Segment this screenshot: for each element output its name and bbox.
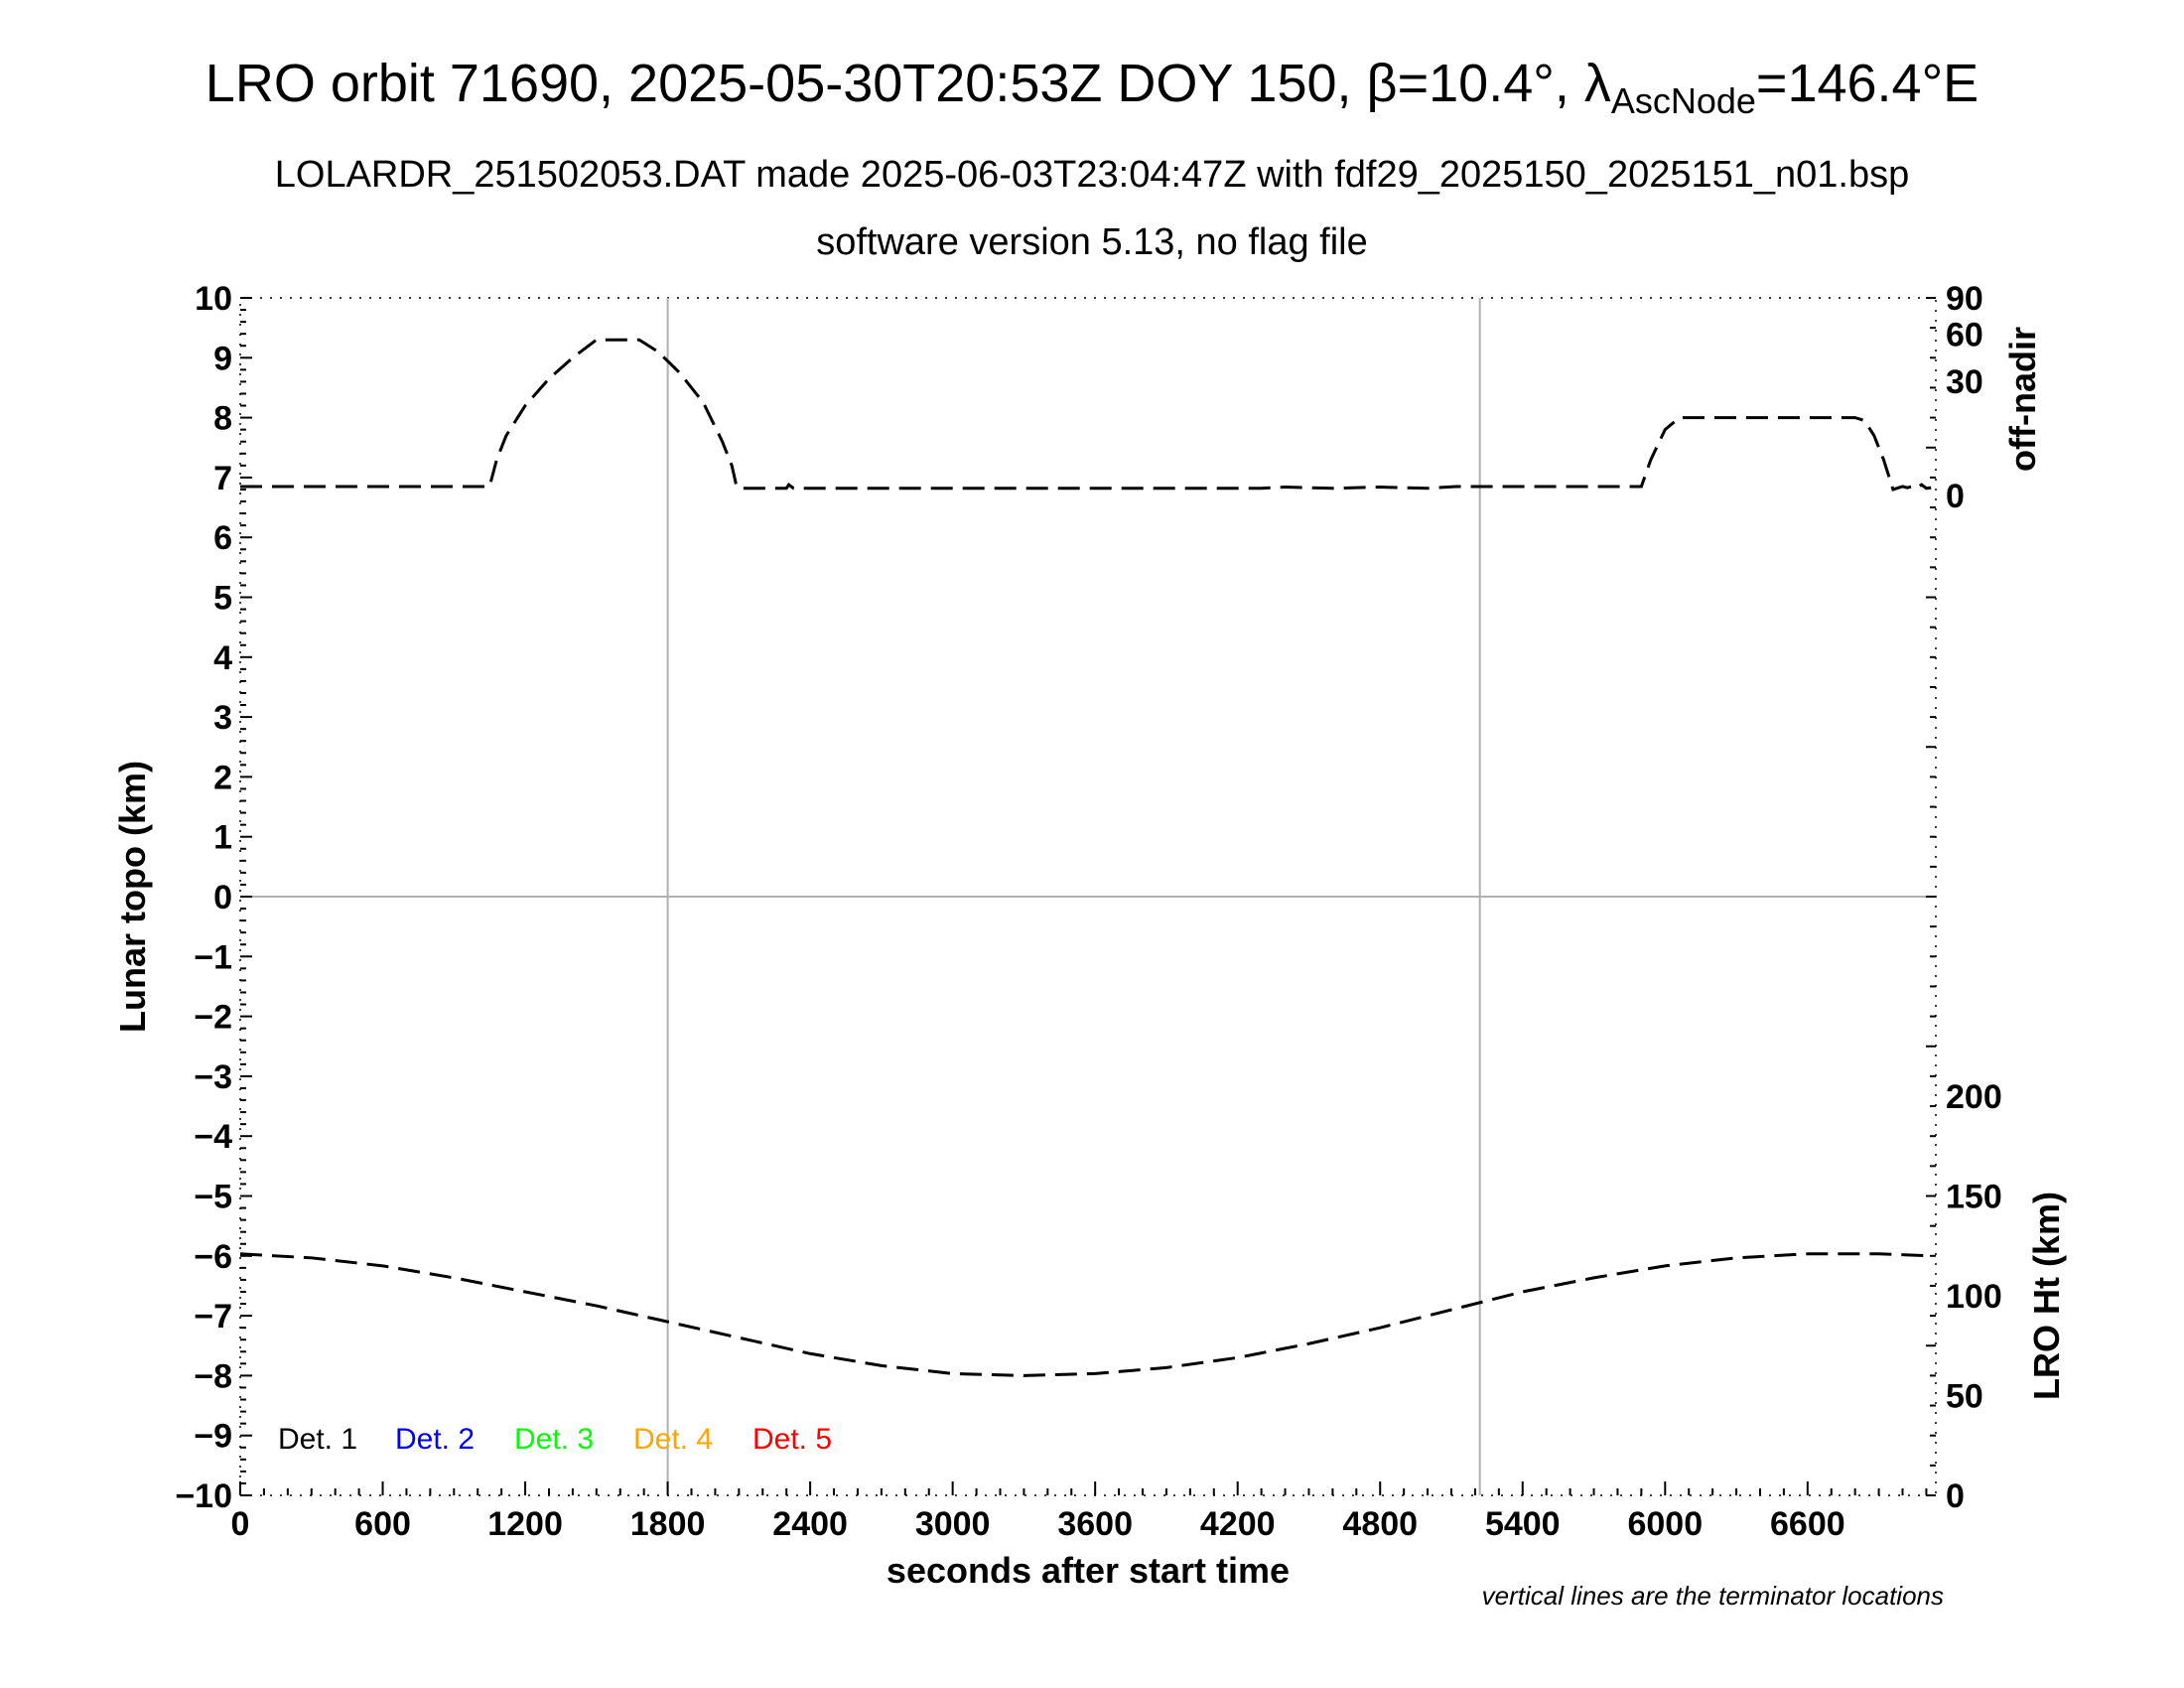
series-group [239,338,1932,1377]
y-tick-label: −6 [194,1238,232,1276]
x-tick-label: 5400 [1485,1505,1561,1543]
x-tick-label: 4800 [1342,1505,1418,1543]
y-axis-label-left: Lunar topo (km) [112,761,153,1033]
y-tick-label: 8 [213,400,232,438]
lro-height-line [239,1252,1932,1377]
x-tick-label: 600 [354,1505,411,1543]
legend-item: Det. 4 [633,1423,713,1456]
x-tick-label: 4200 [1200,1505,1276,1543]
off-nadir-tick-label: 30 [1946,363,1983,401]
y-tick-label: 4 [213,639,232,677]
y-tick-label: −4 [194,1118,232,1156]
grid-lines [240,298,1936,1495]
legend-item: Det. 5 [752,1423,832,1456]
y-axis-label-off-nadir: off-nadir [2002,327,2043,472]
lro-height-tick-label: 100 [1946,1278,2002,1316]
x-tick-label: 3000 [915,1505,991,1543]
y-tick-label: −8 [194,1357,232,1395]
axis-ticks [239,297,1936,1496]
lro-height-tick-label: 50 [1946,1378,1983,1416]
legend-item: Det. 3 [514,1423,594,1456]
y-tick-label: −5 [194,1179,232,1216]
terminator-footnote: vertical lines are the terminator locati… [1482,1581,1944,1611]
y-tick-label: −2 [194,999,232,1037]
x-tick-label: 6000 [1627,1505,1703,1543]
x-tick-label: 0 [231,1505,250,1543]
y-tick-label: 5 [213,580,232,618]
y-tick-label: −9 [194,1418,232,1456]
y-tick-label: −3 [194,1058,232,1096]
y-tick-label: 7 [213,460,232,497]
off-nadir-line [240,338,1932,492]
y-tick-label: 6 [213,519,232,557]
x-axis-label: seconds after start time [887,1550,1290,1591]
x-tick-label: 1800 [630,1505,706,1543]
x-tick-label: 6600 [1770,1505,1845,1543]
legend-item: Det. 1 [278,1423,357,1456]
x-tick-labels: 0 600 1200 1800 2400 3000 3600 4200 4800 5400 6000… [231,1505,1845,1543]
chart-subtitle-software: software version 5.13, no flag file [816,221,1368,263]
y-tick-label: −7 [194,1298,232,1336]
y-tick-label: 1 [213,819,232,857]
lro-height-tick-label: 0 [1946,1477,1965,1515]
off-nadir-tick-label: 90 [1946,280,1983,318]
x-tick-label: 3600 [1057,1505,1133,1543]
x-tick-label: 1200 [487,1505,563,1543]
y-tick-label: 10 [195,280,232,318]
y-tick-label: 2 [213,759,232,796]
y-tick-label: 3 [213,699,232,737]
lro-height-tick-label: 200 [1946,1078,2002,1116]
y-axis-label-lro-height: LRO Ht (km) [2026,1192,2067,1400]
chart-subtitle: LOLARDR_251502053.DAT made 2025-06-03T23… [275,154,1910,196]
y-tick-label: 0 [213,879,232,916]
y-tick-label: 9 [213,340,232,377]
lro-height-tick-label: 150 [1946,1179,2002,1216]
chart-title: LRO orbit 71690, 2025-05-30T20:53Z DOY 1… [205,54,1979,121]
x-tick-label: 2400 [772,1505,848,1543]
y-tick-label: −10 [175,1477,232,1515]
off-nadir-tick-label: 0 [1946,478,1965,515]
legend: Det. 1 Det. 2 Det. 3 Det. 4 Det. 5 [278,1423,832,1456]
off-nadir-tick-label: 60 [1946,317,1983,354]
legend-item: Det. 2 [395,1423,475,1456]
y-tick-label: −1 [194,938,232,976]
